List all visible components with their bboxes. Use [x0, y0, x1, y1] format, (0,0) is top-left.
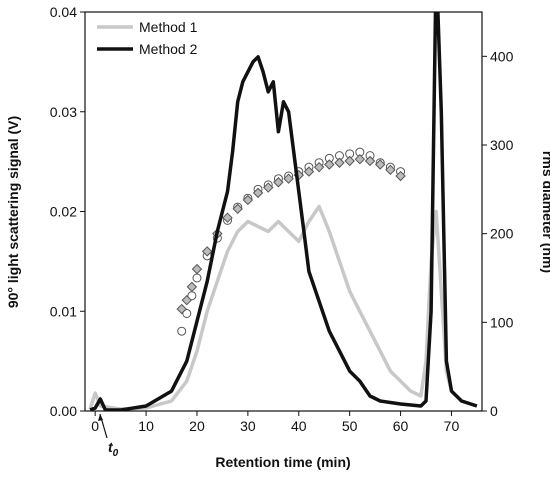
y2-tick-label: 100 [490, 314, 514, 330]
y2-tick-label: 200 [490, 226, 514, 242]
point [191, 263, 203, 275]
point [186, 281, 198, 293]
point [313, 161, 325, 173]
x-tick-label: 0 [91, 418, 99, 434]
line-series [89, 12, 478, 411]
plot-area [88, 12, 478, 411]
point [324, 159, 335, 170]
point [283, 173, 294, 184]
y2-axis-label: rms diameter (nm) [540, 151, 550, 273]
y-tick-label: 0.04 [50, 4, 77, 20]
point [232, 203, 243, 215]
point [273, 177, 284, 188]
point [252, 187, 264, 199]
point [344, 155, 355, 167]
point [334, 157, 345, 168]
point [182, 308, 192, 318]
x-tick-label: 50 [342, 418, 358, 434]
y2-tick-label: 300 [490, 137, 514, 153]
y-axis-label: 90° light scattering signal (V) [5, 116, 21, 308]
point [201, 246, 213, 257]
legend-label: Method 2 [139, 41, 198, 57]
y-tick-label: 0.01 [50, 303, 77, 319]
point [354, 153, 366, 165]
x-tick-label: 40 [291, 418, 307, 434]
point [385, 164, 396, 176]
y-tick-label: 0.00 [50, 403, 77, 419]
x-tick-label: 60 [393, 418, 409, 434]
point [395, 170, 406, 182]
point [177, 326, 187, 336]
x-tick-label: 30 [240, 418, 256, 434]
y2-tick-label: 0 [490, 403, 498, 419]
y-tick-label: 0.03 [50, 104, 77, 120]
annotation-text: t [108, 439, 114, 455]
point [192, 273, 202, 283]
x-tick-label: 70 [444, 418, 460, 434]
point [181, 294, 193, 306]
annotation-subscript: 0 [113, 448, 119, 459]
point [364, 155, 376, 167]
arrow-head [98, 414, 103, 421]
point [263, 182, 274, 193]
point [374, 159, 386, 170]
x-axis-label: Retention time (min) [215, 454, 350, 470]
x-tick-label: 10 [138, 418, 154, 434]
y2-tick-label: 400 [490, 48, 514, 64]
y-tick-label: 0.02 [50, 204, 77, 220]
annotation: t0 [108, 439, 119, 459]
legend-label: Method 1 [139, 19, 198, 35]
point [303, 166, 315, 177]
x-tick-label: 20 [189, 418, 205, 434]
point [242, 194, 254, 206]
point [176, 303, 187, 315]
plot-frame [84, 11, 483, 412]
point [222, 212, 233, 223]
line-series [88, 204, 478, 411]
